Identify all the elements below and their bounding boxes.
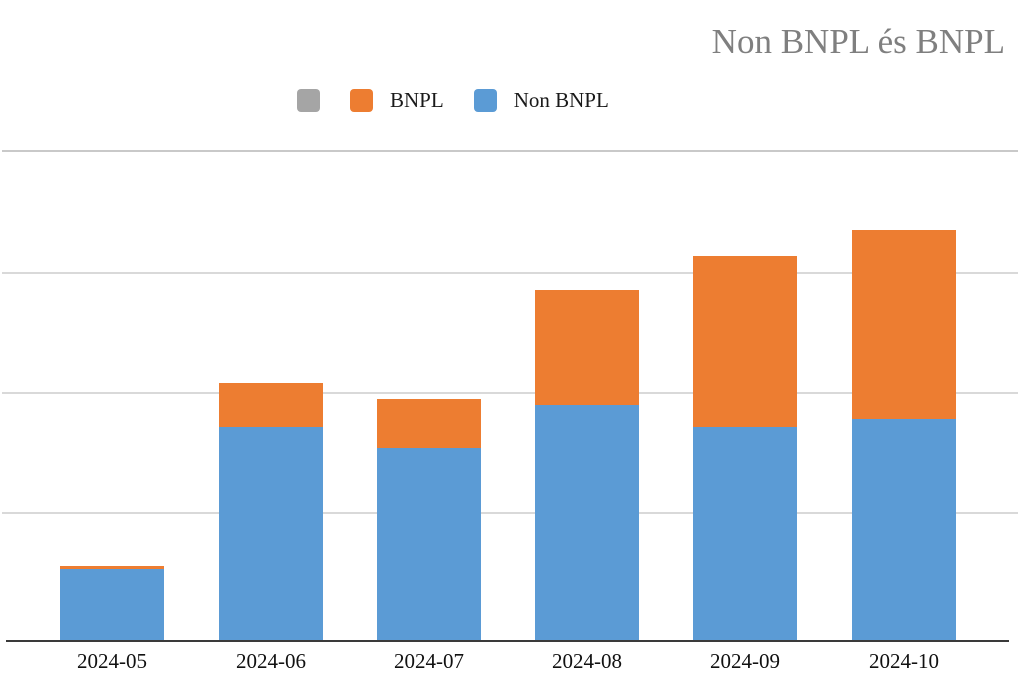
bar-segment-bnpl-2024-09[interactable]: [693, 255, 797, 428]
x-axis-label-2024-09: 2024-09: [710, 649, 780, 673]
bar-segment-non-bnpl-2024-09[interactable]: [693, 427, 797, 641]
gridline-y-3: [2, 271, 1018, 274]
x-axis-label-2024-06: 2024-06: [236, 649, 306, 673]
legend-item-non-bnpl[interactable]: Non BNPL: [473, 88, 609, 113]
legend-item-bnpl-label: BNPL: [390, 88, 444, 112]
bar-segment-non-bnpl-2024-07[interactable]: [377, 448, 481, 641]
x-axis-label-2024-05: 2024-05: [77, 649, 147, 673]
bar-segment-bnpl-2024-08[interactable]: [535, 289, 639, 406]
bar-segment-bnpl-2024-07[interactable]: [377, 399, 481, 449]
bar-segment-bnpl-2024-10[interactable]: [852, 229, 956, 419]
x-axis-line: [6, 640, 1009, 642]
bar-segment-non-bnpl-2024-08[interactable]: [535, 405, 639, 641]
x-axis-label-2024-07: 2024-07: [394, 649, 464, 673]
bar-segment-bnpl-2024-06[interactable]: [219, 383, 323, 428]
legend-item-non-bnpl-swatch: [473, 89, 497, 112]
gridline-y-4: [2, 150, 1018, 152]
gridline-y-2: [2, 392, 1018, 394]
legend-item-blank[interactable]: [297, 89, 320, 112]
legend: BNPL Non BNPL: [297, 88, 639, 113]
bar-segment-non-bnpl-2024-06[interactable]: [219, 427, 323, 641]
legend-item-non-bnpl-label: Non BNPL: [513, 88, 609, 112]
legend-item-bnpl[interactable]: BNPL: [350, 88, 444, 113]
bar-segment-bnpl-2024-05[interactable]: [60, 566, 164, 569]
x-axis-label-2024-10: 2024-10: [869, 649, 939, 673]
gridline-y-1: [2, 512, 1018, 514]
legend-item-bnpl-swatch: [350, 89, 373, 112]
bar-segment-non-bnpl-2024-10[interactable]: [852, 418, 956, 641]
chart-title: Non BNPL és BNPL: [711, 22, 1005, 61]
bar-segment-non-bnpl-2024-05[interactable]: [60, 568, 164, 641]
x-axis-label-2024-08: 2024-08: [552, 649, 622, 673]
legend-item-blank-swatch: [297, 89, 320, 112]
